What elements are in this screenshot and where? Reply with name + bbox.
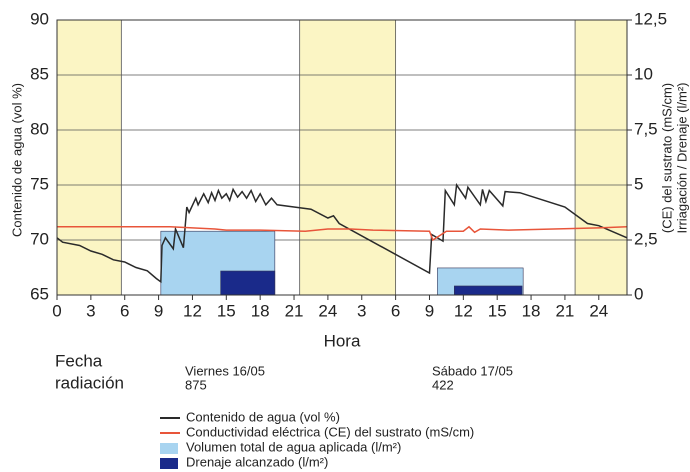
night-band [299,19,397,296]
legend-label: Drenaje alcanzado (l/m²) [186,454,328,469]
x-tick-label: 21 [555,301,574,320]
legend-label: Volumen total de agua aplicada (l/m²) [186,439,401,454]
y-tick-label: 80 [30,119,49,138]
day-date: Sábado 17/05 [432,363,513,378]
radiation-heading: Fecha [55,351,103,370]
x-tick-label: 24 [318,301,337,320]
x-tick-label: 9 [154,301,163,320]
day-radiation: 875 [185,377,207,392]
x-tick-label: 3 [357,301,366,320]
bar [220,270,276,296]
legend-label: Contenido de agua (vol %) [186,409,340,424]
x-tick-label: 15 [217,301,236,320]
y2-tick-label: 10 [634,64,653,83]
x-tick-label: 9 [425,301,434,320]
legend-swatch [160,458,178,469]
y-tick-label: 65 [30,284,49,303]
line [56,182,628,284]
line [57,225,628,242]
x-tick-label: 6 [391,301,400,320]
y2-tick-label: 7,5 [634,119,658,138]
y2-tick-label: 12,5 [634,9,667,28]
x-axis-title: Hora [324,331,361,350]
x-tick-label: 6 [120,301,129,320]
x-tick-label: 18 [251,301,270,320]
legend-label: Conductividad eléctrica (CE) del sustrat… [186,424,474,439]
x-tick-label: 12 [183,301,202,320]
plot-frame [56,19,628,296]
night-band [56,19,122,296]
y2-axis-title: Irriagación / Drenaje (l/m²) [674,83,689,234]
y-tick-label: 75 [30,174,49,193]
y2-tick-label: 5 [634,174,643,193]
night-band [574,19,628,296]
y-axis-title: Contenido de agua (vol %) [9,83,24,237]
x-tick-label: 18 [522,301,541,320]
x-tick-label: 12 [454,301,473,320]
y-tick-label: 70 [30,229,49,248]
x-tick-label: 3 [86,301,95,320]
x-tick-label: 24 [589,301,608,320]
x-tick-label: 15 [488,301,507,320]
x-tick-label: 0 [52,301,61,320]
day-radiation: 422 [432,377,454,392]
y-tick-label: 85 [30,64,49,83]
y-tick-label: 90 [30,9,49,28]
bar [454,285,523,296]
y2-tick-label: 0 [634,284,643,303]
x-tick-label: 21 [285,301,304,320]
legend-swatch [160,443,178,454]
y2-tick-label: 2,5 [634,229,658,248]
day-date: Viernes 16/05 [185,363,265,378]
radiation-heading: radiación [55,373,124,392]
y2-axis-title: (CE) del sustrato (mS/cm) [659,83,674,233]
